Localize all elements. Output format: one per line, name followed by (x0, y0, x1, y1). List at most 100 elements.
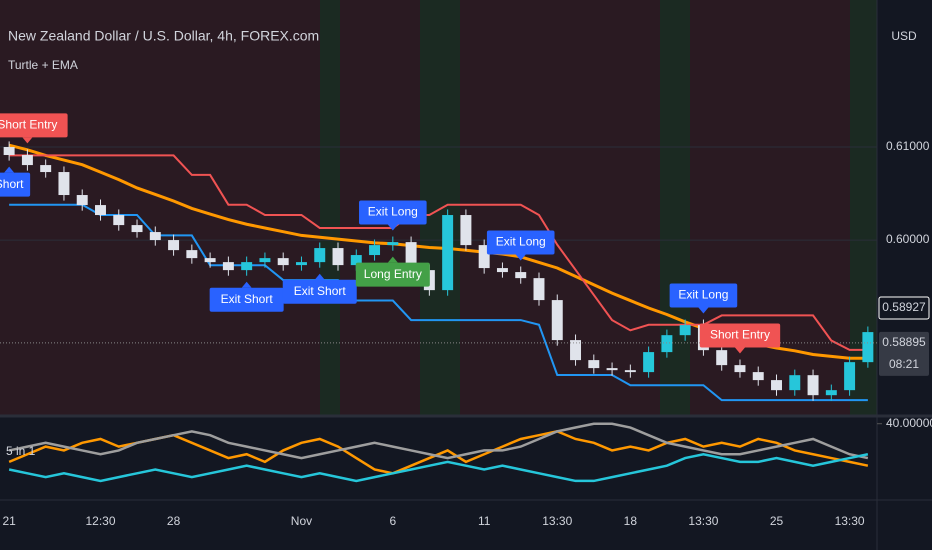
candle-body (131, 225, 143, 233)
candle-body (643, 352, 655, 373)
candle-body (149, 232, 161, 241)
candle-body (332, 248, 344, 266)
candle-body (515, 272, 527, 279)
long-zone (660, 0, 690, 415)
x-tick-label: 12:30 (85, 514, 115, 528)
candle-body (58, 172, 70, 196)
candle-body (570, 340, 582, 361)
price-label-box (879, 331, 929, 376)
signal-pointer (22, 137, 33, 144)
signal-pointer (241, 281, 252, 288)
signal-label: Exit Short (282, 273, 357, 304)
candle-body (113, 215, 125, 226)
oscillator-line (8, 422, 869, 460)
candle-body (204, 258, 216, 263)
indicator-line (9, 154, 868, 351)
signal-label: Exit Long (359, 200, 427, 231)
signal-text: Exit Long (678, 288, 728, 302)
x-tick-label: 28 (167, 514, 181, 528)
candle-body (405, 242, 417, 271)
symbol-title: New Zealand Dollar / U.S. Dollar, 4h, FO… (8, 28, 319, 44)
signal-text: Exit Long (496, 235, 546, 249)
candle-body (825, 390, 837, 396)
candle-body (76, 195, 88, 206)
candle-body (862, 332, 874, 363)
x-tick-label: 6 (389, 514, 396, 528)
long-zone (320, 0, 340, 415)
candle-body (350, 255, 362, 266)
x-tick-label: 25 (770, 514, 784, 528)
candle-body (789, 375, 801, 391)
last-label-box (878, 296, 930, 320)
candle-body (606, 368, 618, 371)
candle-body (21, 155, 33, 166)
candle-body (314, 248, 326, 263)
indicator-line (9, 203, 868, 402)
candle-body (95, 205, 106, 216)
x-tick-label: 13:30 (835, 514, 865, 528)
x-tick-label: 21 (2, 514, 16, 528)
signal-text: Exit Short (221, 292, 274, 306)
candle-body (168, 240, 180, 251)
signal-label: Long Entry (355, 256, 430, 287)
signal-pointer (698, 307, 709, 314)
x-tick-label: Nov (291, 514, 312, 528)
lower-indicator-name: 5 in 1 (6, 444, 36, 458)
signal-pointer (734, 347, 745, 354)
candle-body (716, 350, 728, 366)
signal-box (282, 279, 357, 304)
signal-label: Exit Short (209, 281, 284, 312)
candle-body (3, 147, 15, 156)
signal-box (359, 200, 427, 225)
signal-label: Short Entry (699, 323, 781, 354)
candle-body (496, 268, 508, 273)
signal-text: Exit Short (294, 284, 347, 298)
signal-text: Long Entry (364, 267, 422, 281)
currency[interactable]: USD (891, 29, 917, 43)
x-tick-label: 13:30 (688, 514, 718, 528)
y-tick-label: 40.00000 (886, 416, 932, 430)
candle-body (369, 245, 381, 256)
indicator-name: Turtle + EMA (8, 58, 78, 72)
x-tick-label: 18 (624, 514, 638, 528)
candle-body (588, 360, 600, 369)
candle-body (460, 215, 472, 246)
candle-body (295, 262, 307, 266)
signal-text: Short Entry (0, 118, 57, 132)
candle-body (661, 335, 673, 353)
signal-pointer (4, 166, 15, 173)
y-tick-label: 0.61000 (886, 139, 930, 153)
candle-body (442, 215, 454, 291)
signal-pointer (314, 273, 325, 280)
signal-box (209, 287, 284, 312)
countdown: 08:21 (889, 357, 919, 371)
x-tick-label: 11 (478, 514, 491, 528)
x-tick-label: 13:30 (542, 514, 572, 528)
signal-pointer (515, 254, 526, 261)
candle-body (807, 375, 819, 396)
signal-box (669, 283, 738, 308)
signal-label: Short Entry (0, 113, 68, 144)
signal-box (0, 113, 68, 138)
long-zone (420, 0, 460, 415)
candle-body (551, 300, 563, 341)
signal-box (699, 323, 781, 348)
signal-pointer (387, 256, 398, 263)
candle-body (734, 365, 746, 373)
signal-text: Short (0, 177, 24, 191)
last-label: 0.58927 (882, 300, 926, 314)
oscillator-line (8, 452, 869, 483)
signal-label: Short (0, 166, 31, 197)
signal-text: Exit Long (368, 205, 418, 219)
candle-body (186, 250, 198, 259)
candle-body (844, 362, 856, 391)
candle-body (40, 165, 52, 173)
lower-pane (0, 418, 877, 500)
candle-body (241, 262, 253, 271)
candle-body (222, 262, 234, 271)
candle-body (533, 278, 545, 301)
candle-body (478, 245, 490, 269)
signal-text: Short Entry (710, 328, 770, 342)
